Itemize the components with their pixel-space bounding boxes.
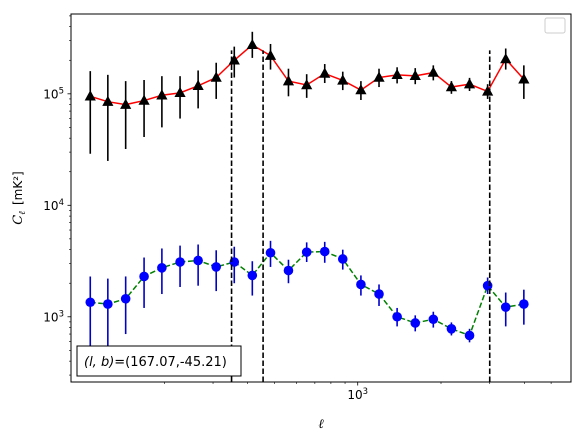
series-1-point-24 — [500, 53, 512, 64]
series-2-point-7 — [193, 255, 203, 266]
series-2-point-23 — [482, 280, 493, 291]
series-2-point-6 — [175, 257, 185, 267]
y-axis-label-subscript: ℓ — [18, 211, 28, 215]
series-1-point-2 — [102, 95, 114, 106]
series-2-point-25 — [519, 299, 529, 309]
annotation-text: (l, b)=(167.07,-45.21) — [84, 355, 227, 370]
series-2-point-11 — [265, 247, 276, 258]
series-1-point-20 — [427, 66, 439, 77]
y-tick-label-exponent: 4 — [59, 198, 64, 208]
series-1-point-22 — [463, 78, 476, 89]
series-1-point-21 — [445, 81, 458, 92]
annotation-rhs: =(167.07,-45.21) — [114, 355, 227, 370]
series-1-point-13 — [301, 78, 313, 90]
series-2-point-18 — [392, 311, 402, 322]
x-tick-label-base: 10 — [347, 388, 362, 402]
y-axis-label-main: C — [11, 215, 26, 225]
series-1-point-10 — [246, 38, 258, 50]
series-2-point-5 — [157, 263, 167, 273]
axes-frame — [70, 13, 572, 383]
series-2-point-17 — [374, 289, 384, 299]
series-2-point-4 — [139, 271, 149, 282]
y-tick-label-1: 103 — [43, 309, 64, 324]
series-1-point-16 — [355, 84, 367, 95]
series-1-point-11 — [264, 49, 277, 60]
series-1-point-5 — [156, 89, 168, 100]
series-1-point-17 — [373, 71, 385, 82]
series-2-point-16 — [356, 279, 366, 290]
y-axis-label-unit: [mK²] — [11, 171, 25, 205]
series-1 — [84, 31, 530, 161]
series-2-point-21 — [446, 324, 457, 334]
series-2-point-19 — [410, 318, 421, 328]
series-1-point-7 — [192, 79, 204, 91]
series-1-point-19 — [409, 69, 421, 81]
series-2-line — [90, 250, 524, 337]
legend-box[interactable] — [544, 17, 566, 34]
vertical-lines — [230, 50, 491, 382]
series-2 — [85, 240, 529, 362]
series-2-point-12 — [283, 265, 294, 276]
series-2-point-1 — [85, 297, 96, 308]
y-axis-label: Cℓ [mK²] — [11, 171, 28, 224]
series-1-point-9 — [228, 54, 240, 65]
series-1-point-8 — [210, 71, 222, 82]
annotation-lhs: (l, b) — [84, 355, 114, 370]
series-1-point-12 — [282, 75, 295, 86]
y-tick-label-exponent: 5 — [59, 86, 64, 96]
x-axis-label: ℓ — [318, 417, 324, 432]
series-1-point-6 — [174, 86, 186, 98]
series-2-point-20 — [428, 314, 439, 325]
y-tick-label-base: 10 — [43, 199, 58, 213]
series-2-point-15 — [337, 254, 348, 264]
y-tick-label-3: 105 — [43, 86, 64, 101]
series-2-point-24 — [500, 302, 511, 312]
series-2-point-13 — [301, 247, 312, 257]
y-tick-label-base: 10 — [43, 87, 58, 101]
series-1-point-1 — [84, 90, 96, 101]
series-1-point-4 — [138, 94, 150, 105]
series-1-point-3 — [120, 98, 132, 109]
series-1-point-15 — [337, 74, 349, 85]
series-2-point-2 — [103, 299, 113, 309]
y-tick-label-base: 10 — [43, 310, 58, 324]
series-2-point-3 — [120, 293, 131, 304]
series-2-point-8 — [211, 262, 221, 272]
series-1-point-18 — [391, 68, 403, 80]
x-tick-label-1: 103 — [347, 387, 368, 402]
y-tick-label-exponent: 3 — [59, 309, 64, 319]
series-2-point-14 — [319, 246, 330, 257]
plot-content — [84, 31, 530, 382]
series-1-point-25 — [518, 73, 530, 84]
series-2-point-22 — [464, 330, 475, 341]
y-tick-label-2: 104 — [43, 198, 64, 213]
annotation-box — [76, 345, 242, 377]
series-1-point-14 — [319, 67, 331, 78]
x-tick-label-exponent: 3 — [363, 387, 368, 397]
series-2-point-10 — [247, 270, 258, 281]
